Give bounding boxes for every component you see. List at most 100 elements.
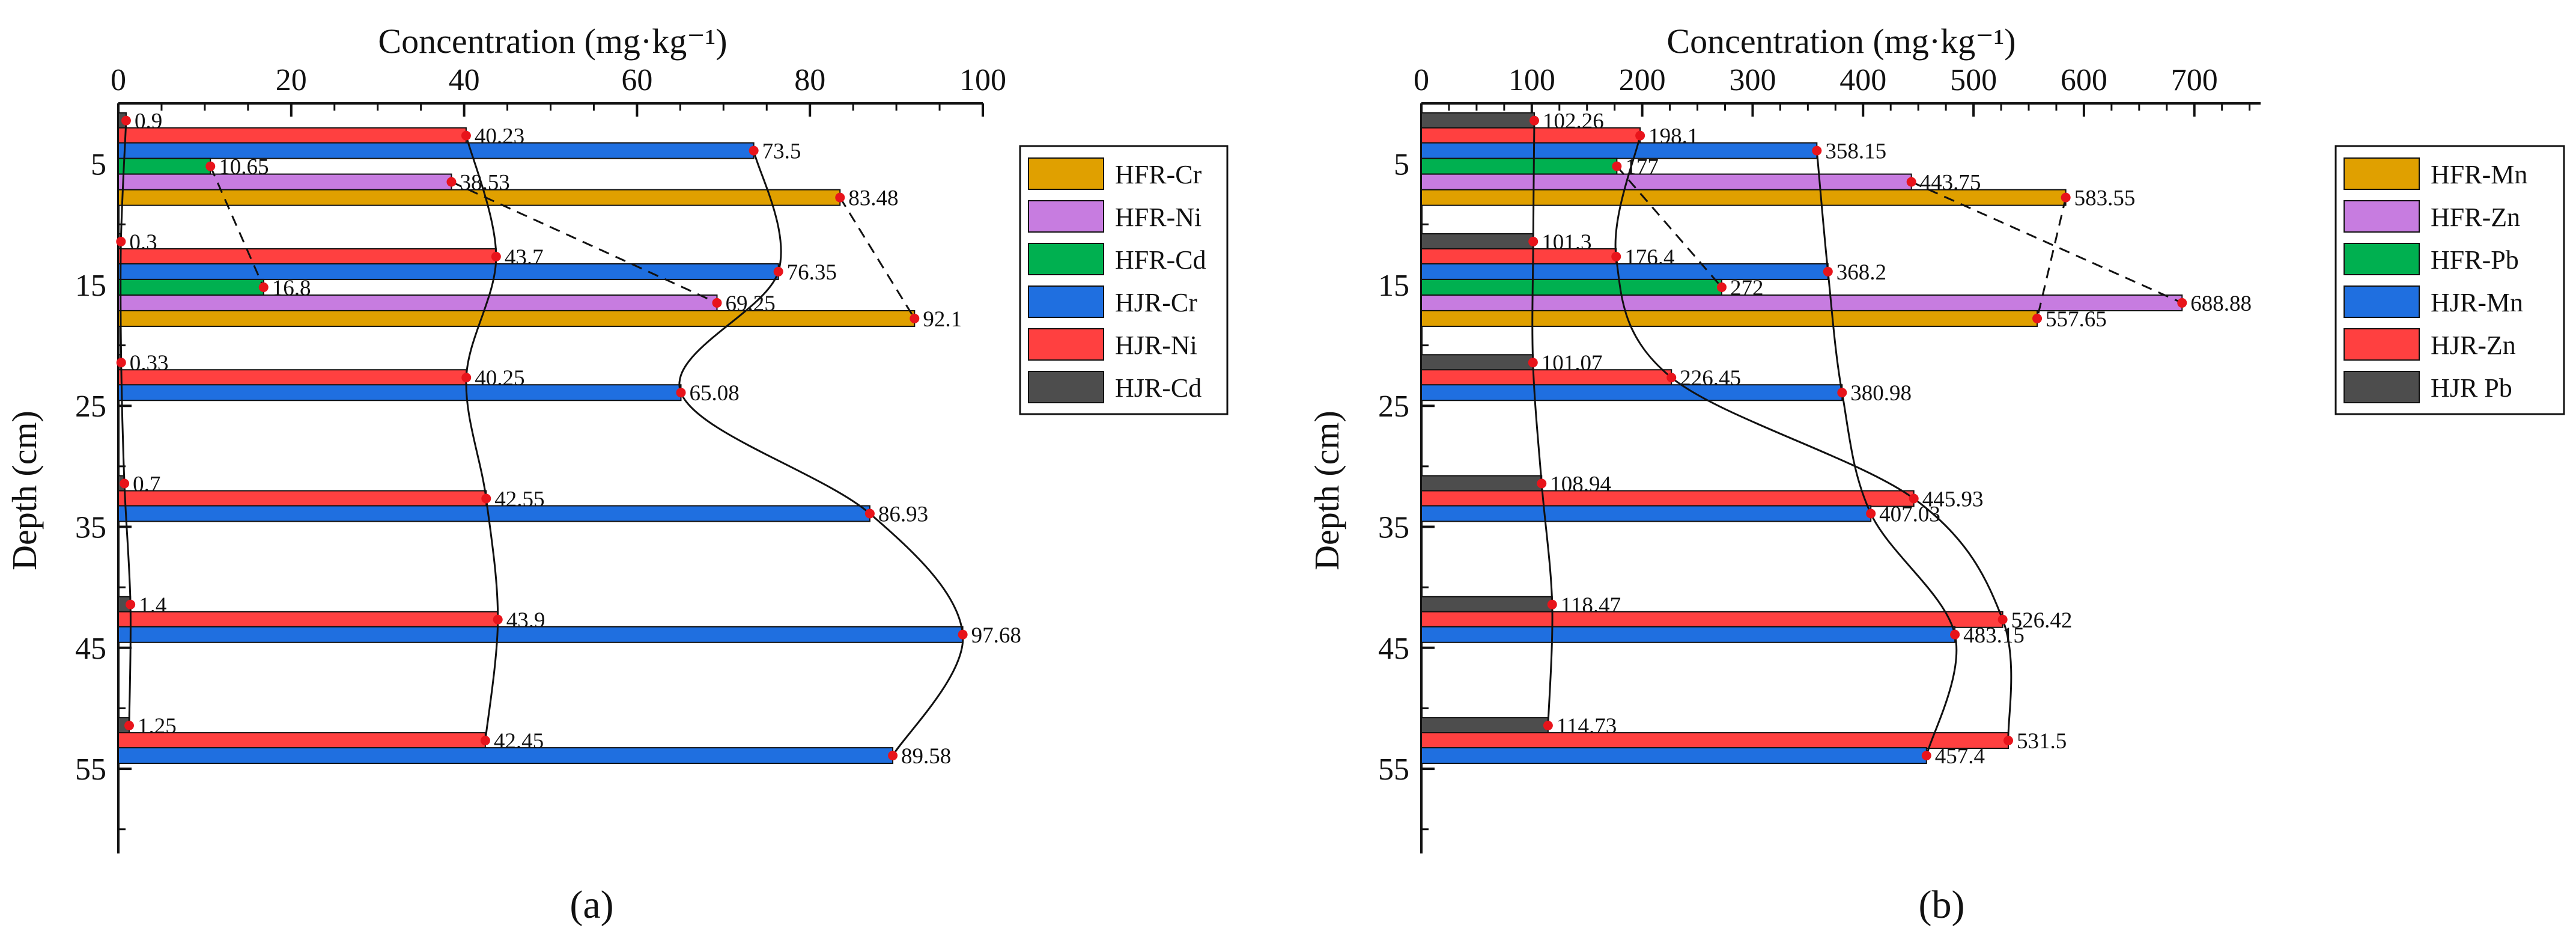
x-tick-label: 100 xyxy=(959,63,1006,97)
x-tick-label: 0 xyxy=(111,63,126,97)
data-point-marker xyxy=(2032,313,2043,323)
profile-line-hjr-cd xyxy=(120,120,132,726)
data-label-hjr-mn: 380.98 xyxy=(1850,381,1912,406)
data-point-marker xyxy=(1837,388,1847,398)
data-point-marker xyxy=(888,751,898,761)
data-point-marker xyxy=(1537,478,1547,489)
legend-swatch-hfr-cr xyxy=(1028,157,1104,190)
data-label-hjr-cr: 89.58 xyxy=(901,744,951,769)
data-point-marker xyxy=(958,629,968,639)
data-point-marker xyxy=(2061,192,2071,203)
x-tick-label: 100 xyxy=(1508,63,1555,97)
legend-label-hjr-cr: HJR-Cr xyxy=(1115,288,1197,317)
legend-swatch-hfr-zn xyxy=(2344,200,2420,233)
data-point-marker xyxy=(1950,629,1960,639)
bar-hjr-cr xyxy=(118,505,870,522)
profile-line-hfr-zn xyxy=(1911,181,2183,304)
x-tick-label: 60 xyxy=(621,63,652,97)
legend: HFR-Mn HFR-Zn HFR-Pb HJR-Mn HJR-Zn HJR Pb xyxy=(2334,145,2565,415)
data-point-marker xyxy=(491,251,501,261)
x-tick-label: 80 xyxy=(794,63,825,97)
bar-hfr-cd xyxy=(118,278,264,296)
chart-panel-b: 0 100 200 300 400 500 600 700 5 15 25 35 45 55 Concent… xyxy=(1307,22,2565,927)
data-point-marker xyxy=(1611,251,1621,261)
data-label-hjr-cr: 86.93 xyxy=(878,502,928,527)
x-tick-label: 0 xyxy=(1414,63,1429,97)
bar-hfr-mn xyxy=(1421,310,2038,327)
bar-hjr-pb xyxy=(1421,112,1535,129)
bar-hjr-zn xyxy=(1421,611,2003,628)
bar-hjr-mn xyxy=(1421,263,1829,280)
bar-hjr-ni xyxy=(118,732,486,749)
data-point-marker xyxy=(1921,751,1931,761)
data-point-marker xyxy=(1666,373,1677,383)
y-tick-label: 55 xyxy=(75,752,106,787)
data-label-hjr-mn: 483.15 xyxy=(1963,623,2025,648)
data-label-hjr-mn: 358.15 xyxy=(1825,139,1886,164)
legend-swatch-hfr-cd xyxy=(1028,243,1104,275)
profile-line-hjr-mn xyxy=(1815,150,1958,756)
legend-label-hfr-cr: HFR-Cr xyxy=(1115,160,1202,189)
bar-hfr-pb xyxy=(1421,278,1722,296)
data-point-marker xyxy=(1866,508,1876,519)
bar-hfr-cr xyxy=(118,310,916,327)
legend-swatch-hjr-pb xyxy=(2344,371,2420,403)
data-point-marker xyxy=(749,145,759,156)
data-point-marker xyxy=(2177,298,2187,308)
profile-line-hfr-mn xyxy=(2036,197,2067,319)
data-point-marker xyxy=(116,358,126,368)
bar-hjr-pb xyxy=(1421,717,1549,734)
bar-hjr-pb xyxy=(1421,354,1534,371)
panel-caption: (b) xyxy=(1919,883,1965,927)
data-point-marker xyxy=(480,736,490,746)
data-point-marker xyxy=(120,478,130,489)
data-point-marker xyxy=(676,388,686,398)
x-tick-label: 600 xyxy=(2061,63,2107,97)
y-tick-label: 45 xyxy=(75,632,106,666)
bar-hjr-mn xyxy=(1421,505,1872,522)
data-point-marker xyxy=(1543,721,1553,731)
legend-label-hjr-pb: HJR Pb xyxy=(2431,373,2512,403)
data-point-marker xyxy=(1906,177,1916,187)
y-tick-label: 35 xyxy=(75,511,106,545)
x-tick-label: 500 xyxy=(1950,63,1997,97)
legend-label-hjr-ni: HJR-Ni xyxy=(1115,331,1197,360)
data-point-marker xyxy=(1997,614,2008,624)
profile-line-hjr-zn xyxy=(1614,135,2012,741)
y-tick-label: 15 xyxy=(1378,269,1409,303)
y-axis-title: Depth (cm) xyxy=(5,411,44,570)
bar-hjr-cr xyxy=(118,626,964,643)
y-tick-label: 45 xyxy=(1378,632,1409,666)
data-label-hjr-zn: 526.42 xyxy=(2011,608,2073,633)
legend-swatch-hjr-ni xyxy=(1028,328,1104,361)
legend-swatch-hjr-cr xyxy=(1028,285,1104,318)
y-tick-label: 25 xyxy=(1378,389,1409,424)
data-point-marker xyxy=(1612,161,1622,171)
data-point-marker xyxy=(1528,358,1538,368)
data-point-marker xyxy=(2003,736,2013,746)
bar-hfr-zn xyxy=(1421,294,2183,311)
data-point-marker xyxy=(493,614,503,624)
data-point-marker xyxy=(446,177,457,187)
y-axis-title: Depth (cm) xyxy=(1307,411,1346,570)
data-point-marker xyxy=(461,130,471,141)
legend-box xyxy=(1019,145,1229,415)
bar-hjr-zn xyxy=(1421,248,1617,265)
bar-hfr-cr xyxy=(118,189,841,206)
x-tick-label: 300 xyxy=(1729,63,1776,97)
data-point-marker xyxy=(1529,115,1539,126)
profile-line-hjr-ni xyxy=(465,135,499,741)
legend-label-hfr-ni: HFR-Ni xyxy=(1115,203,1201,232)
data-point-marker xyxy=(1823,266,1833,276)
data-point-marker xyxy=(1909,493,1919,504)
bar-hjr-mn xyxy=(1421,626,1956,643)
bar-hjr-cr xyxy=(118,263,779,280)
data-point-marker xyxy=(116,236,126,246)
data-label-hjr-mn: 368.2 xyxy=(1836,260,1886,285)
x-axis-title: Concentration (mg·kg⁻¹) xyxy=(1666,22,2016,61)
bar-hfr-pb xyxy=(1421,157,1618,175)
data-point-marker xyxy=(910,313,920,323)
x-tick-label: 20 xyxy=(276,63,307,97)
data-point-marker xyxy=(126,599,136,609)
